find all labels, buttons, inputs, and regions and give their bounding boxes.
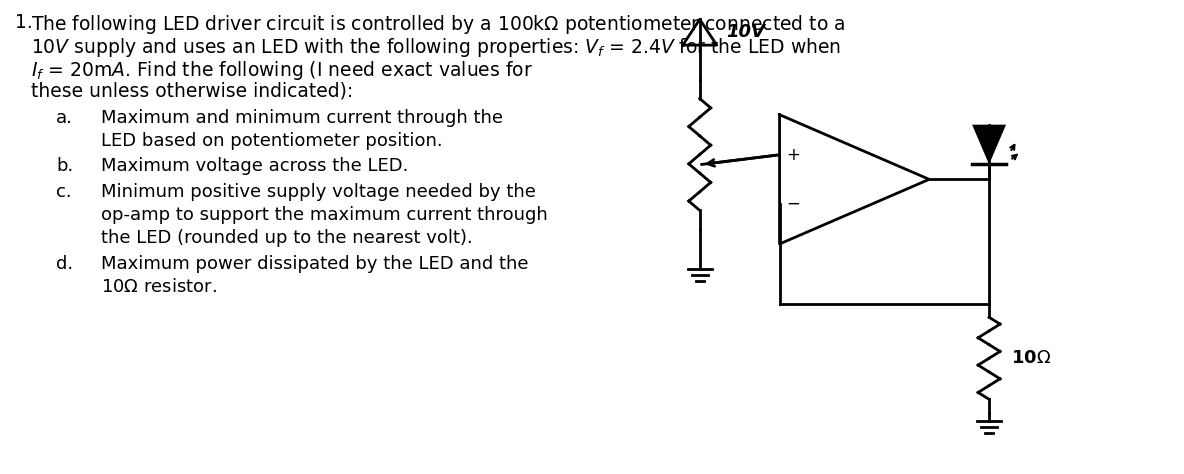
Text: The following LED driver circuit is controlled by a 100k$\Omega$ potentiometer c: The following LED driver circuit is cont…: [31, 13, 845, 36]
Text: op-amp to support the maximum current through: op-amp to support the maximum current th…: [101, 206, 548, 224]
Text: these unless otherwise indicated):: these unless otherwise indicated):: [31, 82, 354, 101]
Text: +: +: [786, 146, 800, 164]
Text: the LED (rounded up to the nearest volt).: the LED (rounded up to the nearest volt)…: [101, 229, 472, 247]
Text: 10$\Omega$: 10$\Omega$: [1011, 349, 1051, 367]
Text: d.: d.: [57, 255, 73, 273]
Text: LED based on potentiometer position.: LED based on potentiometer position.: [101, 132, 443, 150]
Text: 10$\Omega$ resistor.: 10$\Omega$ resistor.: [101, 278, 217, 296]
Text: Minimum positive supply voltage needed by the: Minimum positive supply voltage needed b…: [101, 183, 536, 201]
Polygon shape: [972, 125, 1006, 164]
Text: Maximum voltage across the LED.: Maximum voltage across the LED.: [101, 157, 408, 175]
Text: c.: c.: [57, 183, 72, 201]
Text: b.: b.: [57, 157, 73, 175]
Text: Maximum and minimum current through the: Maximum and minimum current through the: [101, 109, 503, 127]
Text: 1.: 1.: [15, 13, 33, 32]
Text: Maximum power dissipated by the LED and the: Maximum power dissipated by the LED and …: [101, 255, 528, 273]
Text: $I_f$ = 20m$A$. Find the following (I need exact values for: $I_f$ = 20m$A$. Find the following (I ne…: [31, 59, 533, 82]
Text: 10V: 10V: [727, 23, 766, 41]
Text: 10$V$ supply and uses an LED with the following properties: $V_f$ = 2.4$V$ for t: 10$V$ supply and uses an LED with the fo…: [31, 36, 842, 59]
Text: a.: a.: [57, 109, 73, 127]
Text: −: −: [786, 195, 800, 213]
